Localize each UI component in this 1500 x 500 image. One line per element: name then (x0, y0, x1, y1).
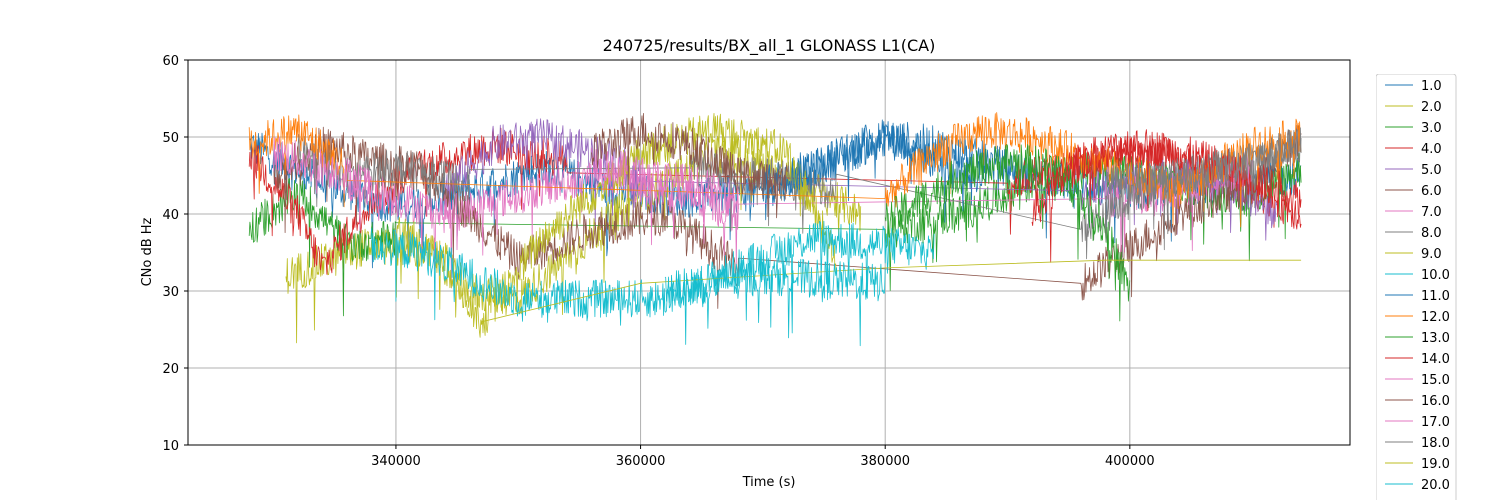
x-tick-label: 360000 (616, 454, 666, 469)
legend-label: 14.0 (1421, 352, 1450, 367)
legend-label: 16.0 (1421, 394, 1450, 409)
y-tick-label: 50 (162, 131, 179, 146)
x-tick-label: 380000 (860, 454, 910, 469)
legend-label: 3.0 (1421, 121, 1442, 136)
series-line-8 (395, 113, 837, 338)
x-axis-label: Time (s) (742, 475, 796, 490)
legend-label: 17.0 (1421, 415, 1450, 430)
series-line-13 (1031, 129, 1302, 263)
y-tick-label: 30 (162, 285, 179, 300)
series-line-11 (248, 112, 1302, 228)
x-axis-ticks: 340000 360000 380000 400000 (371, 445, 1155, 469)
legend-label: 10.0 (1421, 268, 1450, 283)
y-tick-label: 10 (162, 439, 179, 454)
legend-label: 12.0 (1421, 310, 1450, 325)
legend-label: 18.0 (1421, 436, 1450, 451)
chart-title: 240725/results/BX_all_1 GLONASS L1(CA) (603, 36, 936, 56)
series-line-17 (1105, 127, 1302, 258)
series-line-12 (884, 144, 1131, 322)
series-lines (248, 112, 1302, 347)
y-tick-label: 20 (162, 362, 179, 377)
series-line-9 (371, 220, 935, 326)
series-line-19 (664, 257, 886, 347)
legend-label: 13.0 (1421, 331, 1450, 346)
y-tick-label: 60 (162, 54, 179, 69)
y-axis-ticks: 10 20 30 40 50 60 (162, 54, 188, 454)
legend-label: 6.0 (1421, 184, 1442, 199)
series-line-3 (248, 126, 1302, 275)
series-line-6 (346, 151, 1253, 289)
plot-area-frame (187, 59, 1351, 446)
legend-label: 15.0 (1421, 373, 1450, 388)
legend-label: 4.0 (1421, 142, 1442, 157)
legend-label: 1.0 (1421, 79, 1442, 94)
legend-label: 11.0 (1421, 289, 1450, 304)
legend-label: 2.0 (1421, 100, 1442, 115)
x-tick-label: 340000 (371, 454, 421, 469)
series-line-16 (273, 136, 372, 232)
legend-label: 8.0 (1421, 226, 1442, 241)
y-tick-label: 40 (162, 208, 179, 223)
legend-label: 19.0 (1421, 457, 1450, 472)
y-axis-label: CNo dB Hz (140, 217, 155, 286)
series-line-18 (481, 259, 1302, 323)
legend-label: 7.0 (1421, 205, 1442, 220)
series-line-15 (591, 113, 788, 219)
legend-label: 9.0 (1421, 247, 1442, 262)
legend-label: 20.0 (1421, 478, 1450, 493)
legend: 1.0 2.0 3.0 4.0 5.0 6.0 7.0 8.0 9.0 10.0 11.0 12.0 1… (1376, 74, 1457, 500)
legend-frame (1376, 74, 1457, 500)
x-tick-label: 400000 (1105, 454, 1155, 469)
legend-label: 5.0 (1421, 163, 1442, 178)
